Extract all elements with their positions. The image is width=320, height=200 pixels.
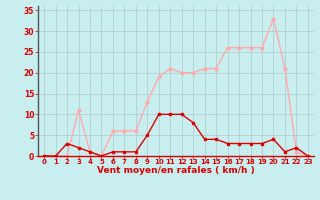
X-axis label: Vent moyen/en rafales ( km/h ): Vent moyen/en rafales ( km/h ) xyxy=(97,166,255,175)
